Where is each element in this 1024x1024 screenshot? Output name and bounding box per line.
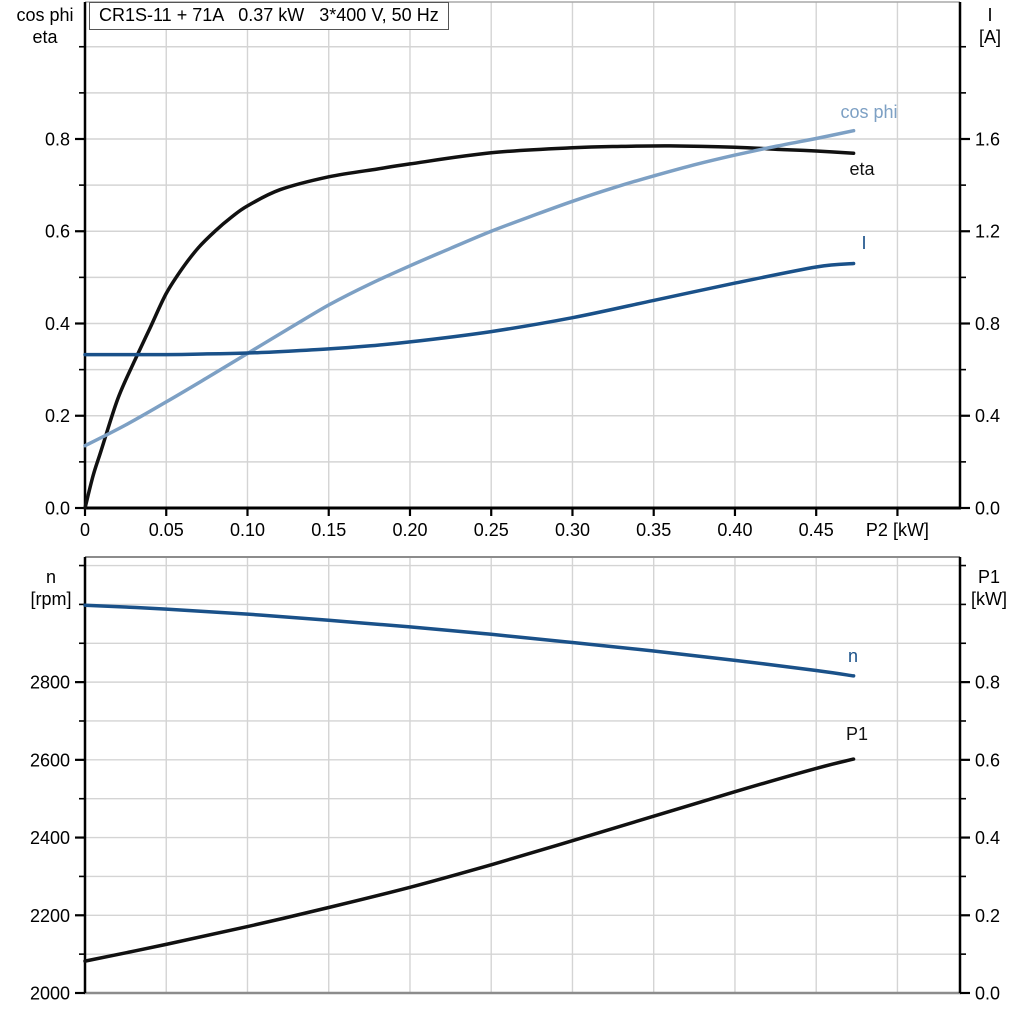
curve-cos-phi [83, 128, 856, 448]
right-axis-tick-label: 1.6 [975, 129, 1000, 149]
curve-label-current: I [861, 233, 866, 253]
x-axis-tick-label: 0.10 [230, 520, 265, 540]
left-axis-tick-label: 0.2 [45, 406, 70, 426]
curve-p1 [83, 757, 856, 963]
axis-header-p1-unit: [kW] [971, 589, 1007, 609]
axis-header-p1: P1 [977, 567, 1001, 587]
top-chart: 0.0 0.2 0.4 0.6 0.8 0.0 0.4 0.8 1.2 1.6 0 0.05 0.10 0… [45, 1, 1000, 540]
curve-label-speed: n [848, 646, 858, 666]
right-axis-tick-label: 0.4 [975, 828, 1000, 848]
bottom-right-axis-header: P1 [kW] [960, 566, 1018, 610]
axis-header-eta: eta [32, 27, 58, 47]
left-axis-tick-label: 0.8 [45, 129, 70, 149]
curve-label-cos-phi: cos phi [840, 102, 897, 122]
left-axis-tick-label: 2000 [30, 984, 70, 1004]
x-axis-tick-label: 0.20 [392, 520, 427, 540]
axis-header-cos-phi: cos phi [16, 5, 74, 25]
curve-label-eta: eta [849, 159, 875, 179]
axis-header-speed-unit: [rpm] [30, 589, 72, 609]
left-axis-tick-label: 0.0 [45, 499, 70, 519]
x-axis-tick-label: 0.35 [636, 520, 671, 540]
left-axis-tick-label: 0.4 [45, 314, 70, 334]
x-axis-tick-label: 0 [80, 520, 90, 540]
x-axis-tick-label: 0.25 [474, 520, 509, 540]
top-left-axis-header: cos phi eta [8, 4, 82, 48]
left-axis-tick-label: 2800 [30, 673, 70, 693]
axis-header-speed: n [45, 567, 56, 587]
right-axis-tick-label: 0.0 [975, 984, 1000, 1004]
chart-title: CR1S-11 + 71A 0.37 kW 3*400 V, 50 Hz [89, 2, 449, 30]
axis-header-current: I [987, 5, 993, 25]
left-axis-tick-label: 2600 [30, 750, 70, 770]
top-right-axis-header: I [A] [962, 4, 1018, 48]
bottom-left-axis-header: n [rpm] [14, 566, 88, 610]
x-axis-tick-label: 0.45 [799, 520, 834, 540]
right-axis-tick-label: 0.4 [975, 406, 1000, 426]
left-axis-tick-label: 0.6 [45, 222, 70, 242]
bottom-chart: 2000 2200 2400 2600 2800 0.0 0.2 0.4 0.6 0.8 n P1 [30, 556, 1000, 1004]
x-axis-tick-label: P2 [kW] [866, 520, 929, 540]
x-axis-tick-label: 0.30 [555, 520, 590, 540]
right-axis-tick-label: 0.2 [975, 906, 1000, 926]
right-axis-tick-label: 0.8 [975, 314, 1000, 334]
curve-label-p1: P1 [846, 724, 868, 744]
curve-current [83, 261, 856, 357]
axis-header-current-unit: [A] [978, 27, 1001, 47]
right-axis-tick-label: 1.2 [975, 222, 1000, 242]
left-axis-tick-label: 2200 [30, 906, 70, 926]
right-axis-tick-label: 0.0 [975, 499, 1000, 519]
curve-eta [83, 144, 856, 510]
right-axis-tick-label: 0.8 [975, 673, 1000, 693]
left-axis-tick-label: 2400 [30, 828, 70, 848]
curve-speed [83, 603, 856, 678]
x-axis-tick-label: 0.05 [149, 520, 184, 540]
x-axis-tick-label: 0.40 [717, 520, 752, 540]
right-axis-tick-label: 0.6 [975, 750, 1000, 770]
x-axis-tick-label: 0.15 [311, 520, 346, 540]
